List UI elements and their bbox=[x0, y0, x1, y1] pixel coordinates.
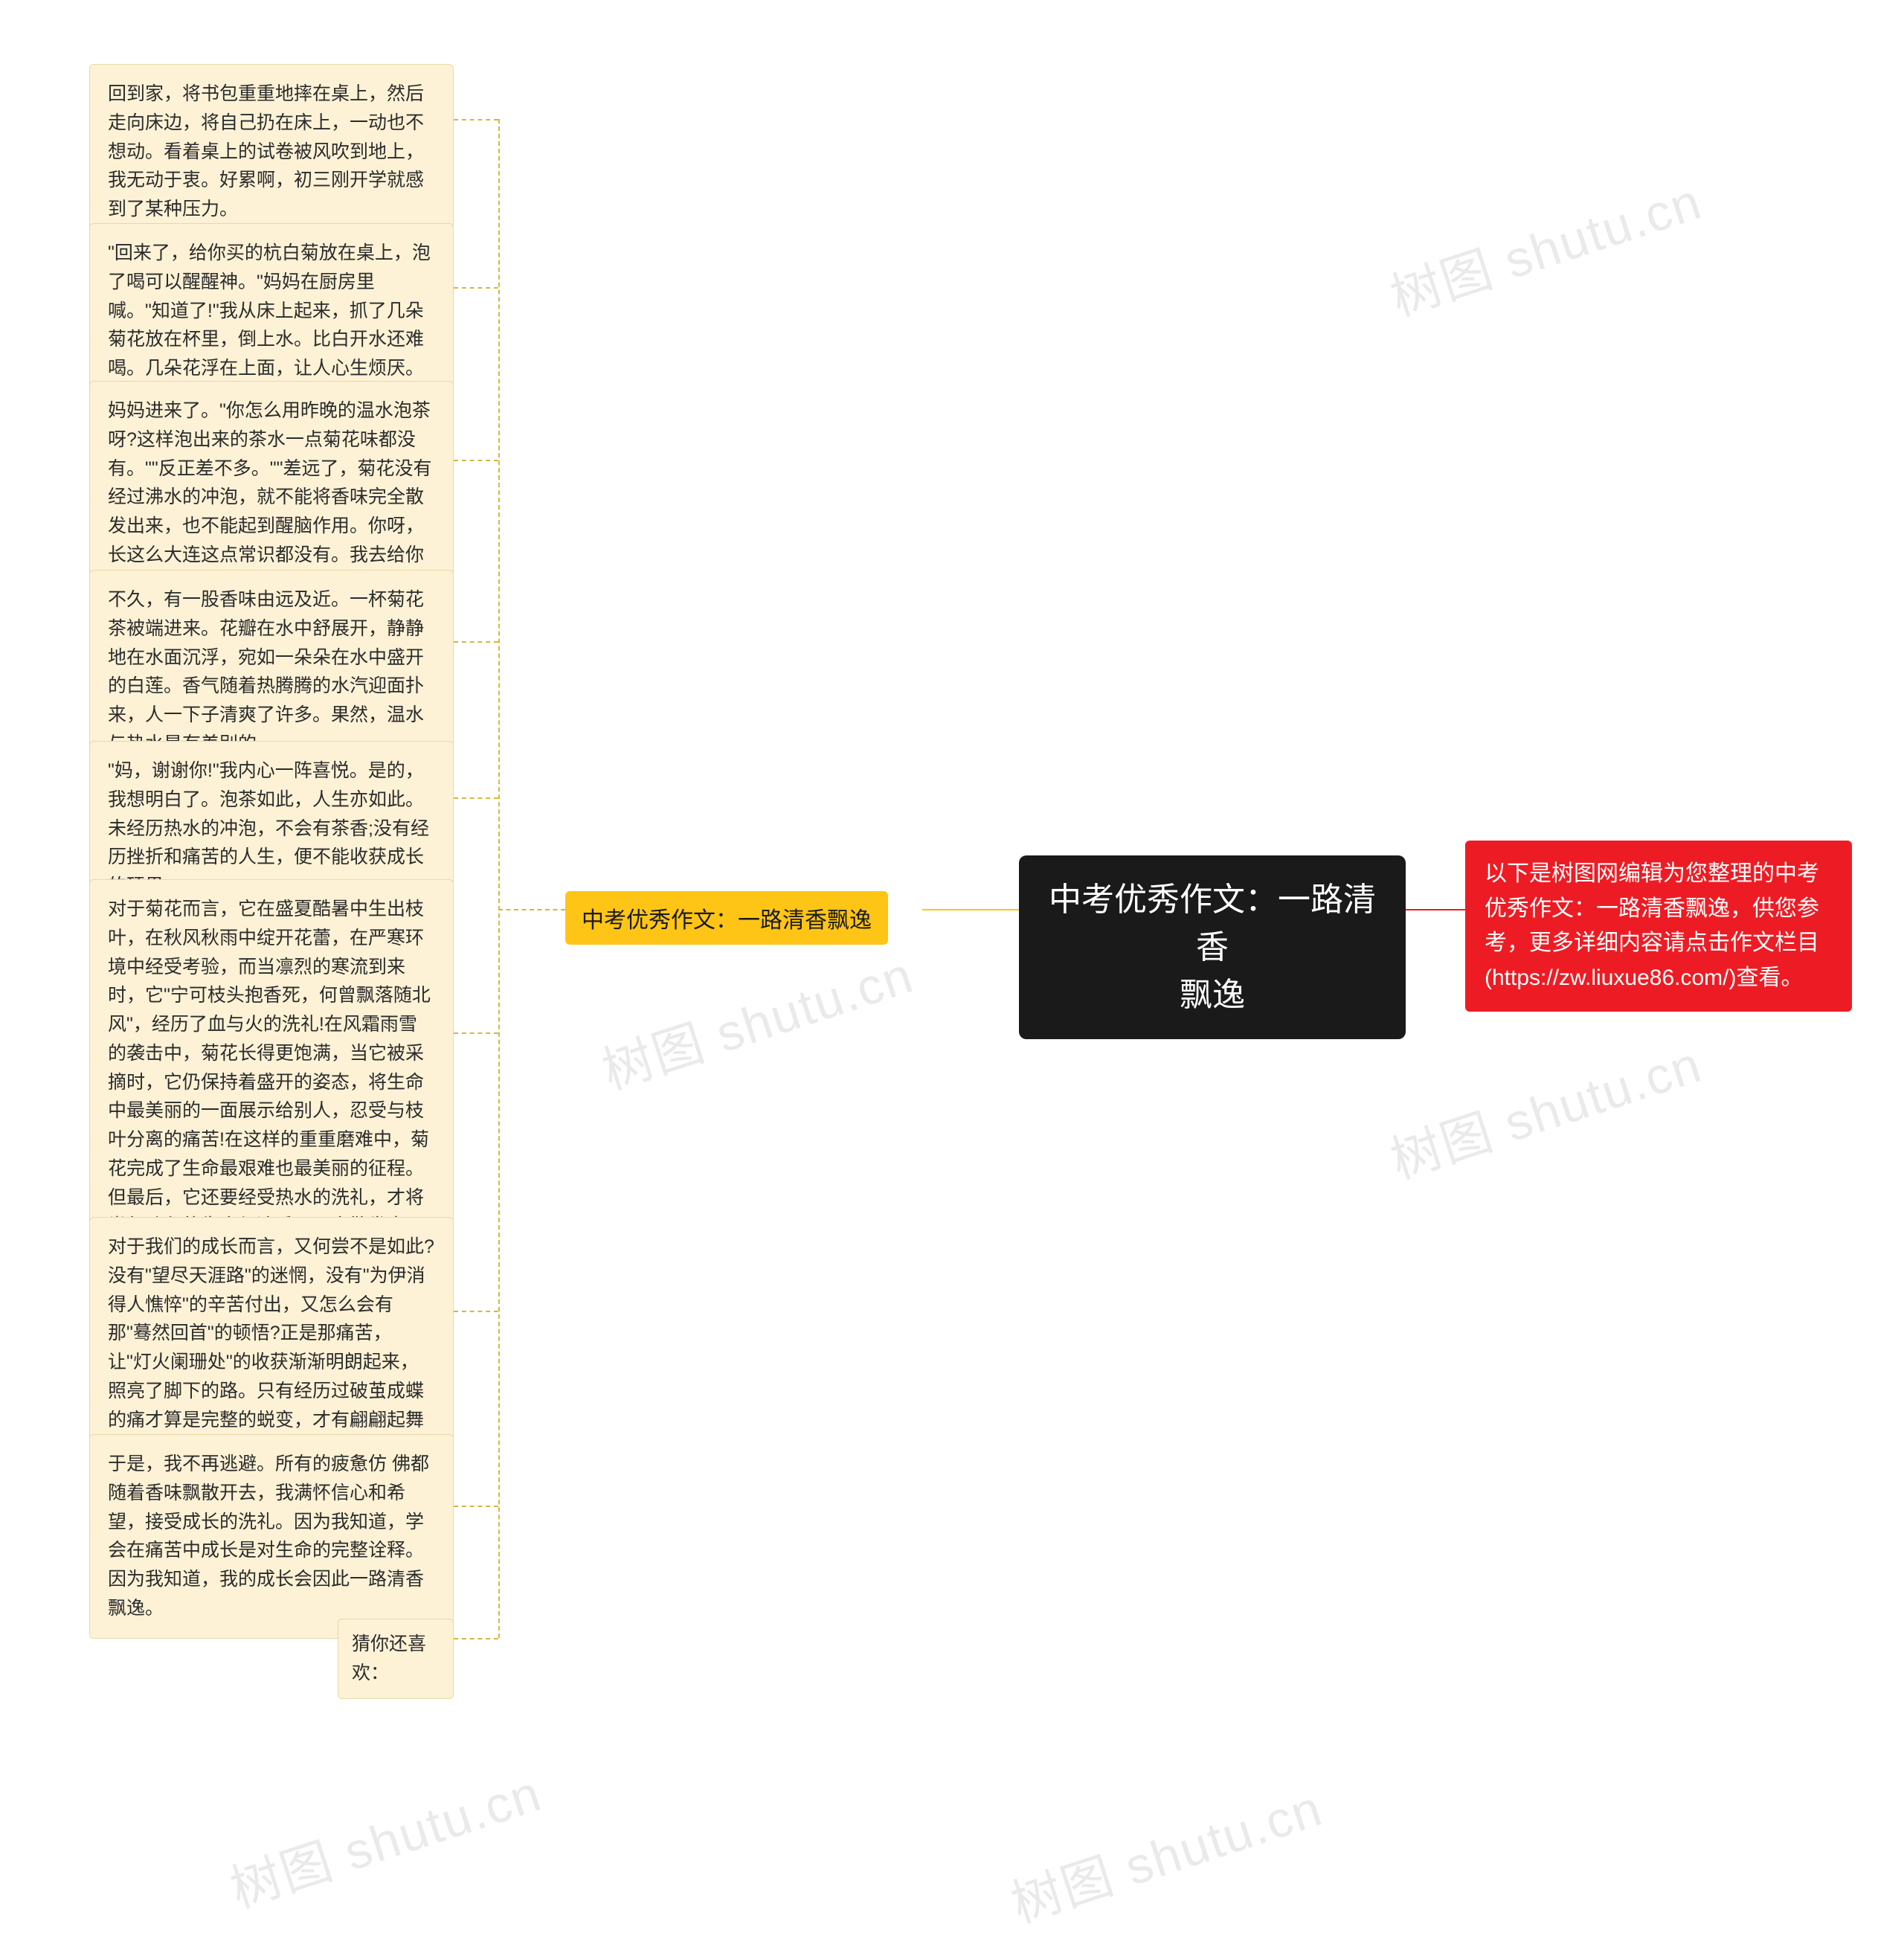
connector-center-right bbox=[1406, 909, 1465, 910]
paragraph-text: 对于我们的成长而言，又何尝不是如此?没有"望尽天涯路"的迷惘，没有"为伊消得人憔… bbox=[108, 1236, 434, 1459]
paragraph-node[interactable]: 回到家，将书包重重地摔在桌上，然后走向床边，将自己扔在床上，一动也不想动。看着桌… bbox=[89, 64, 454, 240]
root-title-line2: 飘逸 bbox=[1180, 977, 1245, 1013]
watermark: 树图 shutu.cn bbox=[1380, 160, 1709, 330]
root-node[interactable]: 中考优秀作文：一路清香 飘逸 bbox=[1019, 855, 1406, 1039]
connector-topic-center bbox=[922, 909, 1019, 910]
connector-leaf bbox=[454, 1506, 498, 1507]
watermark: 树图 shutu.cn bbox=[1380, 1023, 1709, 1192]
connector-leaf bbox=[454, 287, 498, 289]
connector-leaf bbox=[454, 797, 498, 799]
connector-topic-stub bbox=[498, 909, 565, 910]
paragraph-text: 于是，我不再逃避。所有的疲惫仿 佛都随着香味飘散开去，我满怀信心和希望，接受成长… bbox=[108, 1453, 429, 1619]
topic-label: 中考优秀作文：一路清香飘逸 bbox=[582, 908, 872, 933]
paragraph-text: 回到家，将书包重重地摔在桌上，然后走向床边，将自己扔在床上，一动也不想动。看着桌… bbox=[108, 83, 424, 219]
connector-leaf bbox=[454, 460, 498, 461]
paragraph-text: "妈，谢谢你!"我内心一阵喜悦。是的，我想明白了。泡茶如此，人生亦如此。未经历热… bbox=[108, 760, 429, 896]
connector-leaf bbox=[454, 119, 498, 121]
connector-leaf bbox=[454, 1638, 498, 1639]
topic-node[interactable]: 中考优秀作文：一路清香飘逸 bbox=[565, 891, 888, 945]
intro-node[interactable]: 以下是树图网编辑为您整理的中考优秀作文：一路清香飘逸，供您参考，更多详细内容请点… bbox=[1465, 841, 1852, 1012]
paragraph-text: 猜你还喜欢： bbox=[352, 1634, 426, 1683]
connector-trunk bbox=[498, 119, 500, 1638]
watermark: 树图 shutu.cn bbox=[219, 1752, 549, 1921]
paragraph-node[interactable]: 于是，我不再逃避。所有的疲惫仿 佛都随着香味飘散开去，我满怀信心和希望，接受成长… bbox=[89, 1434, 454, 1639]
paragraph-node[interactable]: 猜你还喜欢： bbox=[338, 1619, 454, 1699]
root-title-line1: 中考优秀作文：一路清香 bbox=[1049, 881, 1376, 966]
intro-text: 以下是树图网编辑为您整理的中考优秀作文：一路清香飘逸，供您参考，更多详细内容请点… bbox=[1485, 861, 1819, 990]
watermark: 树图 shutu.cn bbox=[591, 934, 921, 1103]
connector-leaf bbox=[454, 1032, 498, 1034]
connector-leaf bbox=[454, 641, 498, 643]
watermark: 树图 shutu.cn bbox=[1000, 1767, 1330, 1936]
paragraph-text: 妈妈进来了。"你怎么用昨晚的温水泡茶呀?这样泡出来的茶水一点菊花味都没有。""反… bbox=[108, 400, 432, 594]
paragraph-text: 不久，有一股香味由远及近。一杯菊花茶被端进来。花瓣在水中舒展开，静静地在水面沉浮… bbox=[108, 589, 424, 754]
connector-leaf bbox=[454, 1311, 498, 1312]
